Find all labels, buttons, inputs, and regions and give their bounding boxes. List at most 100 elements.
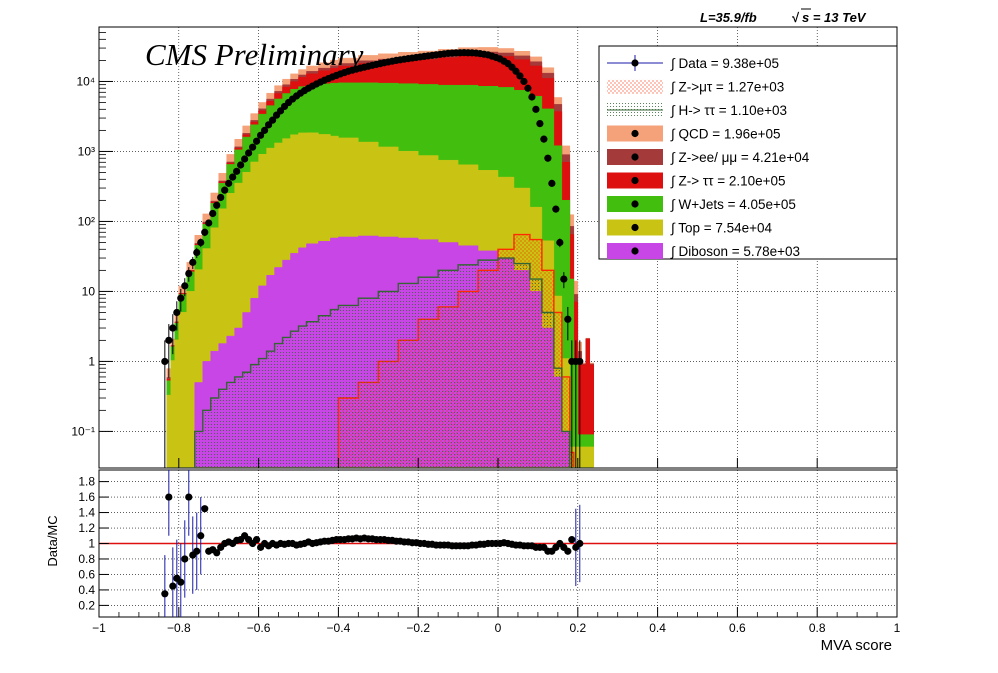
ratio-panel: 0.20.40.60.811.21.41.61.8 −1 −0.8 −0.6 −0.4… <box>45 458 901 654</box>
legend: ∫ Data = 9.38e+05 ∫ Z->μτ = 1.27e+03 ∫ H->… <box>598 45 898 260</box>
data-point <box>536 119 544 128</box>
data-point <box>524 84 532 92</box>
data-point <box>268 116 277 124</box>
ratio-point <box>165 493 173 501</box>
main-y-ticks: 10⁻¹ 1 10 10² 10³ 10⁴ <box>71 26 113 438</box>
ratio-point <box>213 549 221 557</box>
data-point <box>189 258 197 266</box>
data-point <box>548 179 556 187</box>
data-point <box>237 161 245 169</box>
ratio-x-tick-label: −0.8 <box>167 621 191 635</box>
data-point <box>161 357 169 366</box>
legend-swatch-marker <box>631 176 639 185</box>
legend-swatch-z-mutau <box>607 79 663 94</box>
legend-entry: ∫ Data = 9.38e+05 <box>607 55 779 71</box>
legend-entry: ∫ QCD = 1.96e+05 <box>607 125 781 142</box>
data-point <box>520 77 528 86</box>
legend-data-marker <box>631 59 639 67</box>
ratio-point <box>576 539 584 548</box>
ratio-y-tick-label: 1.2 <box>78 521 95 535</box>
legend-label: ∫ Data = 9.38e+05 <box>670 56 779 71</box>
x-axis-label: MVA score <box>821 637 892 654</box>
experiment-label: CMS Preliminary <box>145 37 364 72</box>
luminosity-label: L=35.9/fb <box>700 10 757 25</box>
legend-entry: ∫ Z->ee/ μμ = 4.21e+04 <box>607 149 810 165</box>
data-point <box>233 167 241 175</box>
data-point <box>516 72 524 80</box>
ratio-point <box>177 578 185 586</box>
ratio-y-tick-label: 1.8 <box>78 475 95 489</box>
data-point <box>205 219 213 227</box>
data-point <box>241 155 249 163</box>
ratio-point <box>201 505 209 513</box>
ratio-point <box>161 590 169 598</box>
data-point <box>249 143 257 151</box>
legend-label: ∫ Z-> ττ = 2.10e+05 <box>670 174 786 189</box>
data-point <box>576 357 584 366</box>
main-y-tick-label: 10³ <box>78 144 95 158</box>
data-point <box>213 201 221 209</box>
energy-text: s = 13 TeV <box>802 10 867 25</box>
ratio-y-tick-label: 0.8 <box>78 552 95 566</box>
ratio-point <box>193 547 201 555</box>
ratio-point <box>253 536 261 544</box>
data-point <box>225 179 233 187</box>
legend-swatch-marker <box>631 247 639 255</box>
ratio-x-tick-label: 0.6 <box>729 621 746 635</box>
data-point <box>185 269 193 278</box>
ratio-x-ticks: −1 −0.8 −0.6 −0.4 −0.2 0 0.2 0.4 0.6 0.8 1 <box>92 458 901 635</box>
main-y-tick-label: 1 <box>88 354 95 368</box>
data-point <box>544 154 552 162</box>
legend-entry: ∫ Diboson = 5.78e+03 <box>607 243 800 259</box>
ratio-point <box>564 547 572 555</box>
overlay-h-tautau <box>166 257 594 468</box>
main-y-tick-label: 10⁻¹ <box>71 424 95 438</box>
ratio-point <box>169 582 177 590</box>
legend-swatch-marker <box>631 153 639 161</box>
ratio-x-tick-label: −0.6 <box>247 621 271 635</box>
legend-swatch-marker <box>631 129 639 138</box>
legend-entry: ∫ W+Jets = 4.05e+05 <box>607 196 796 212</box>
main-y-tick-label: 10 <box>82 284 96 298</box>
ratio-y-tick-label: 1.6 <box>78 490 95 504</box>
legend-label: ∫ QCD = 1.96e+05 <box>670 127 781 142</box>
ratio-x-tick-label: 1 <box>894 621 901 635</box>
ratio-y-axis-label: Data/MC <box>45 515 60 566</box>
data-point <box>564 315 572 323</box>
data-point <box>253 137 261 145</box>
data-point <box>173 308 181 317</box>
ratio-y-tick-label: 0.4 <box>78 583 95 597</box>
data-point <box>197 238 205 247</box>
svg-text:√: √ <box>792 10 800 25</box>
ratio-x-tick-label: 0.8 <box>809 621 826 635</box>
legend-label: ∫ H-> ττ = 1.10e+03 <box>670 103 787 118</box>
ratio-points-layer <box>99 470 897 617</box>
ratio-x-tick-label: 0.4 <box>649 621 666 635</box>
legend-label: ∫ Z->μτ = 1.27e+03 <box>670 80 784 95</box>
main-y-tick-label: 10² <box>78 214 95 228</box>
ratio-y-tick-label: 0.6 <box>78 567 95 581</box>
ratio-x-tick-label: −0.2 <box>406 621 430 635</box>
data-point <box>512 67 520 75</box>
legend-entry: ∫ Z-> ττ = 2.10e+05 <box>607 172 786 189</box>
legend-entry: ∫ Top = 7.54e+04 <box>607 219 773 236</box>
legend-entry: ∫ H-> ττ = 1.10e+03 <box>607 103 787 118</box>
legend-label: ∫ W+Jets = 4.05e+05 <box>670 197 796 212</box>
data-points-layer <box>161 49 584 468</box>
ratio-point <box>568 536 576 544</box>
data-point <box>264 121 273 129</box>
energy-label: √ s = 13 TeV <box>792 8 867 25</box>
data-point <box>245 149 253 157</box>
data-point <box>169 324 177 332</box>
legend-entry: ∫ Z->μτ = 1.27e+03 <box>607 79 784 95</box>
overlay-layer <box>166 233 594 468</box>
data-point <box>260 126 269 134</box>
data-point <box>217 193 225 202</box>
ratio-point <box>185 493 193 501</box>
ratio-x-tick-label: −1 <box>92 621 106 635</box>
data-point <box>221 186 229 194</box>
ratio-x-tick-label: 0 <box>495 621 502 635</box>
ratio-point <box>197 532 205 540</box>
data-point <box>540 135 548 143</box>
